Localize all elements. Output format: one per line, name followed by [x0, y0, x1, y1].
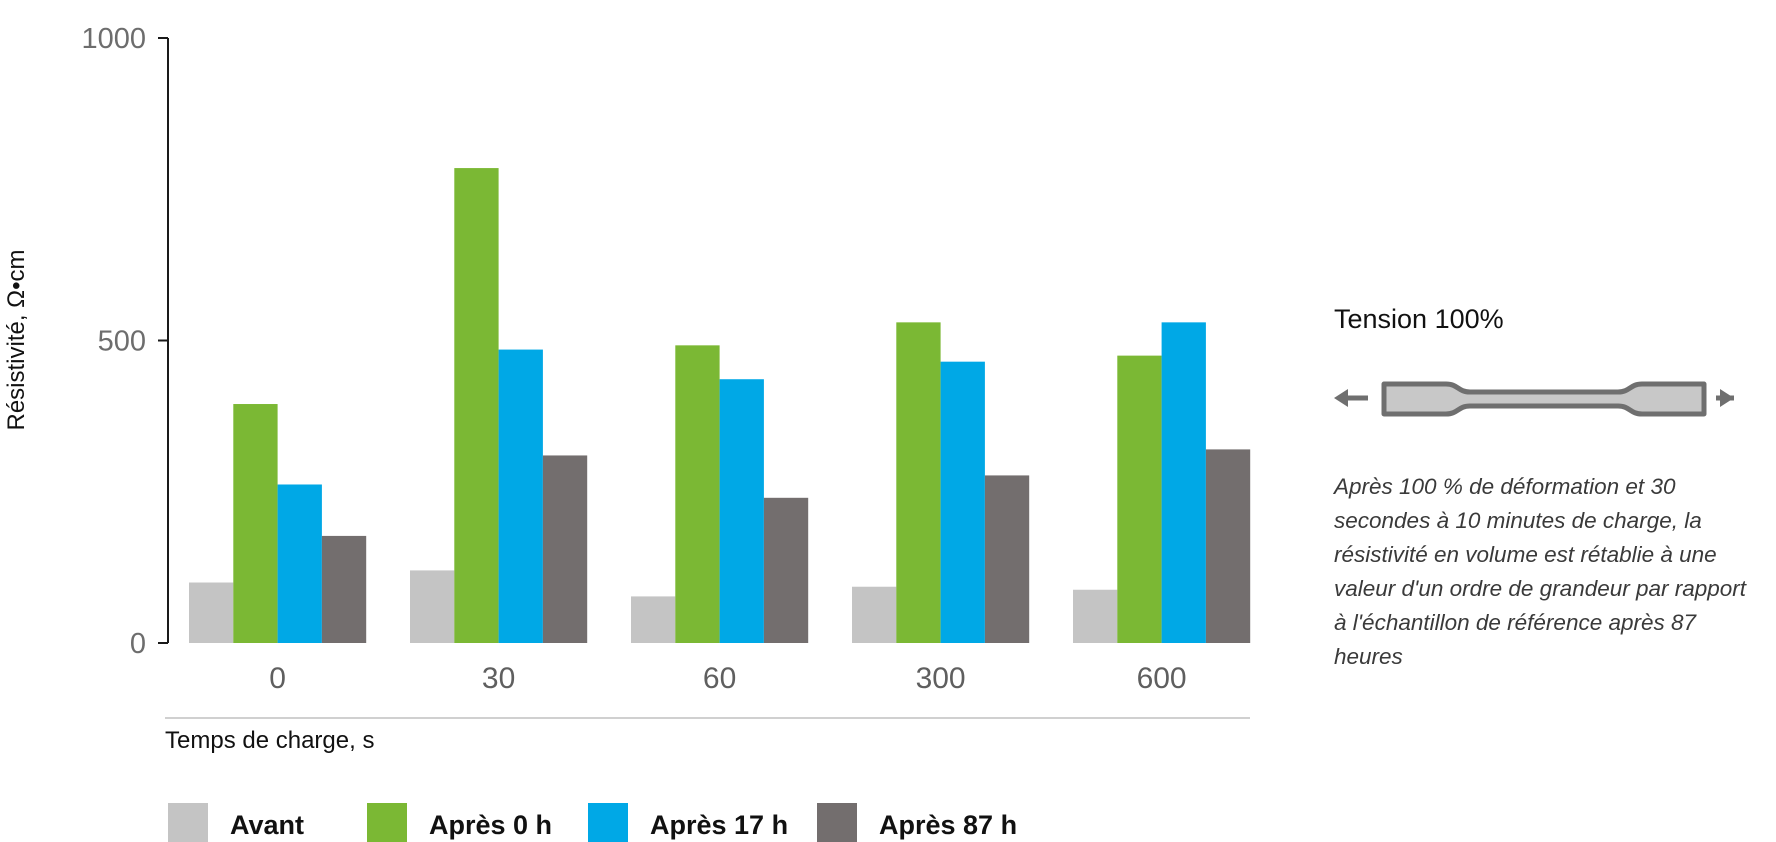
y-axis-title: Résistivité, Ω•cm	[3, 249, 30, 430]
bar-600-apr-s-17-h	[1161, 322, 1206, 643]
bar-60-apr-s-87-h	[763, 497, 809, 643]
bar-30-apr-s-87-h	[542, 455, 588, 643]
legend-swatch	[168, 803, 208, 842]
bar-60-apr-s-0-h	[675, 345, 720, 643]
bar-300-apr-s-87-h	[984, 475, 1030, 643]
bar-60-avant	[631, 596, 676, 643]
x-tick-label: 30	[482, 662, 515, 695]
legend-label: Après 17 h	[650, 810, 788, 840]
legend-swatch	[588, 803, 628, 842]
bar-0-apr-s-87-h	[321, 535, 367, 643]
bar-30-apr-s-17-h	[498, 349, 543, 643]
bar-0-apr-s-0-h	[233, 404, 278, 643]
y-tick-label: 500	[98, 326, 146, 358]
side-panel-description: Après 100 % de déformation et 30 seconde…	[1334, 474, 1747, 669]
side-panel-title: Tension 100%	[1334, 304, 1504, 334]
legend-label: Après 0 h	[429, 810, 552, 840]
x-tick-label: 60	[703, 662, 736, 695]
bar-30-avant	[410, 570, 455, 643]
y-tick-label: 1000	[81, 23, 146, 55]
x-tick-label: 0	[269, 662, 286, 695]
dogbone-specimen	[1381, 381, 1707, 417]
bars	[189, 168, 1251, 643]
x-tick-label: 600	[1137, 662, 1187, 695]
y-tick-label: 0	[130, 628, 146, 660]
legend-label: Avant	[230, 810, 304, 840]
bar-300-apr-s-0-h	[896, 322, 941, 643]
legend-label: Après 87 h	[879, 810, 1017, 840]
bar-60-apr-s-17-h	[719, 379, 764, 643]
tensile-specimen-icon	[1334, 381, 1734, 417]
bar-30-apr-s-0-h	[454, 168, 499, 643]
legend: Avant Après 0 h Après 17 h Après 87 h	[168, 803, 1017, 842]
x-axis-title: Temps de charge, s	[165, 727, 374, 754]
bar-300-avant	[852, 586, 897, 643]
bar-0-avant	[189, 582, 234, 643]
bar-600-avant	[1073, 589, 1118, 643]
legend-swatch	[367, 803, 407, 842]
right-arrow-icon	[1716, 389, 1734, 407]
y-axis: 0 500 1000	[81, 23, 169, 660]
legend-swatch	[817, 803, 857, 842]
bar-600-apr-s-0-h	[1117, 355, 1162, 643]
bar-0-apr-s-17-h	[277, 484, 322, 643]
bar-300-apr-s-17-h	[940, 361, 985, 643]
x-tick-label: 300	[916, 662, 966, 695]
bar-600-apr-s-87-h	[1205, 449, 1251, 643]
left-arrow-icon	[1334, 389, 1368, 407]
x-axis-category-labels: 0 30 60 300 600	[269, 662, 1186, 695]
